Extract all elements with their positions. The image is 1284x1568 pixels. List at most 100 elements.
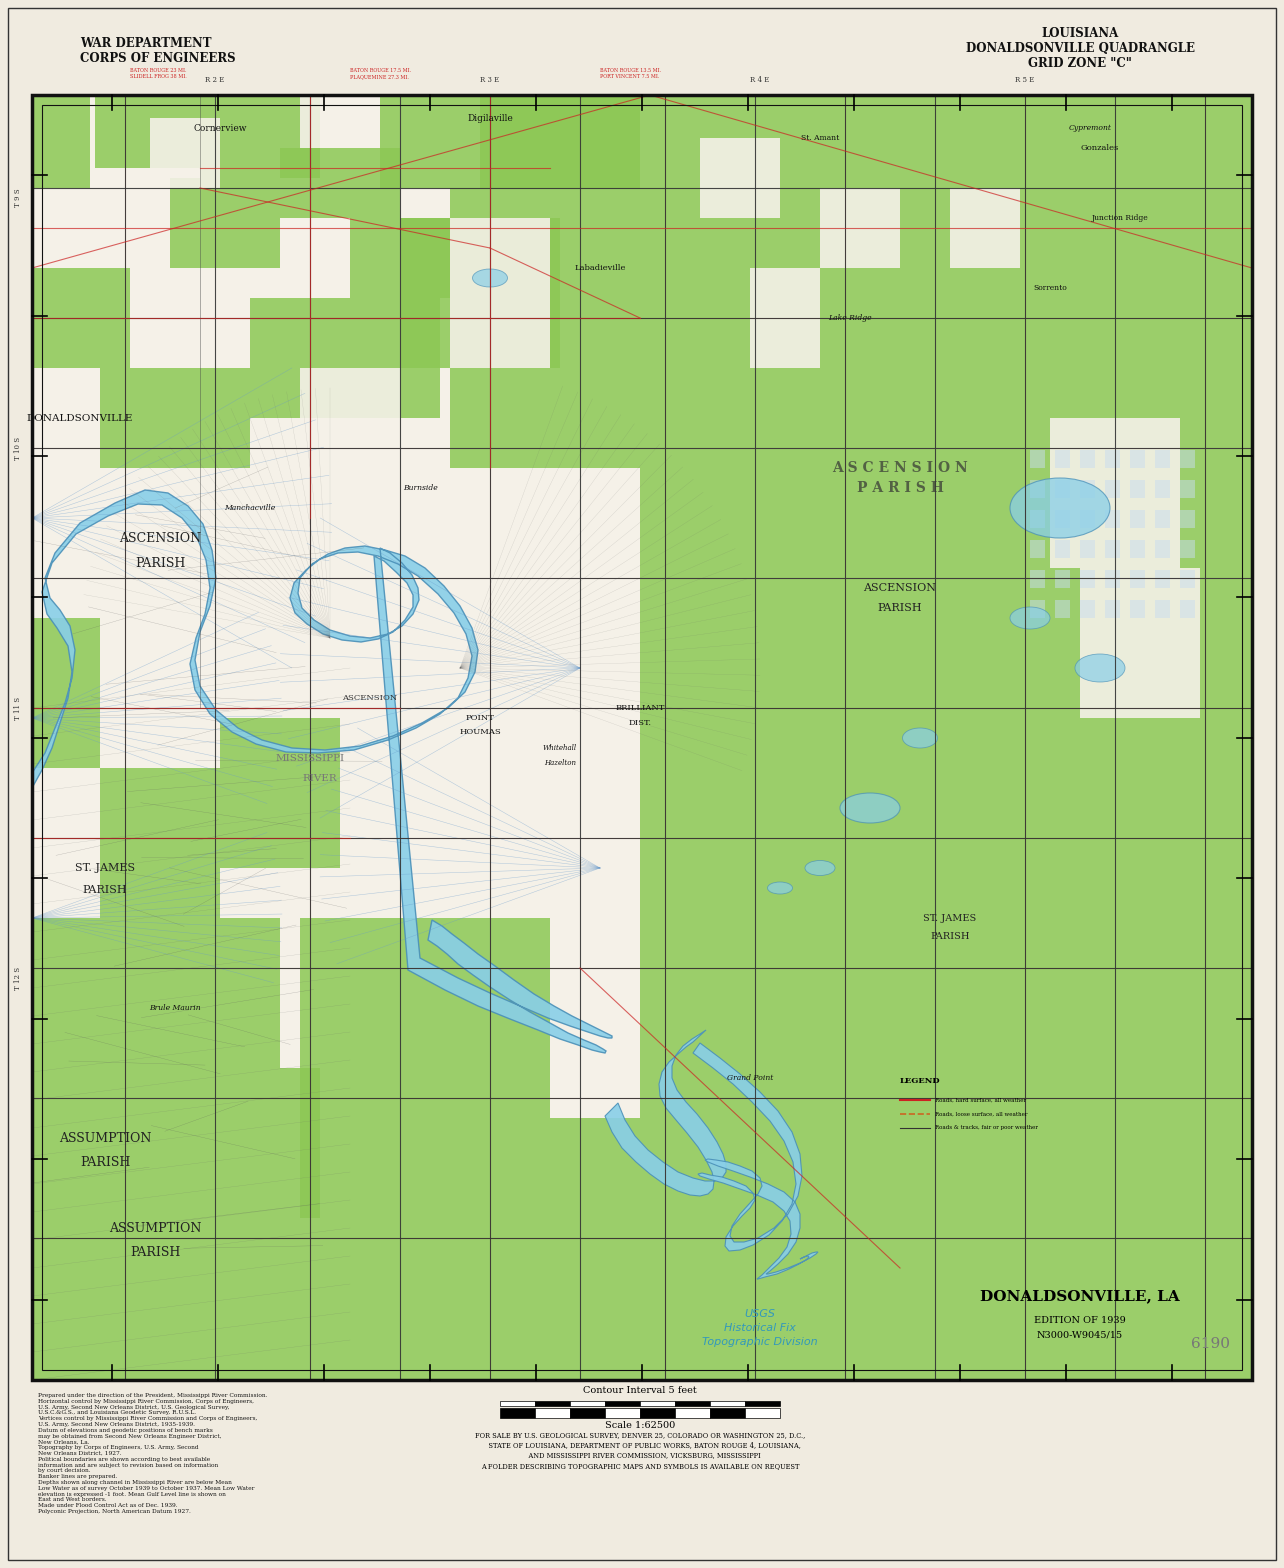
Bar bbox=[1030, 510, 1045, 528]
Bar bbox=[710, 1400, 745, 1406]
Polygon shape bbox=[820, 188, 900, 268]
Bar bbox=[745, 1400, 779, 1406]
Bar bbox=[1080, 601, 1095, 618]
Ellipse shape bbox=[768, 883, 792, 894]
Text: POINT: POINT bbox=[466, 713, 494, 721]
Ellipse shape bbox=[473, 270, 507, 287]
Text: ASSUMPTION: ASSUMPTION bbox=[59, 1132, 152, 1145]
Text: St. Amant: St. Amant bbox=[801, 133, 840, 143]
Text: Digilaville: Digilaville bbox=[467, 113, 512, 122]
Bar bbox=[1156, 480, 1170, 499]
Bar bbox=[1106, 601, 1120, 618]
Text: Grand Point: Grand Point bbox=[727, 1074, 773, 1082]
Polygon shape bbox=[32, 917, 150, 1068]
Text: Lake Ridge: Lake Ridge bbox=[828, 314, 872, 321]
Text: R 2 E: R 2 E bbox=[205, 75, 225, 85]
Text: Contour Interval 5 feet: Contour Interval 5 feet bbox=[583, 1386, 697, 1396]
Polygon shape bbox=[300, 917, 550, 1118]
Ellipse shape bbox=[903, 728, 937, 748]
Text: Gonzales: Gonzales bbox=[1081, 144, 1120, 152]
Bar bbox=[1080, 539, 1095, 558]
Text: PARISH: PARISH bbox=[930, 931, 969, 941]
Polygon shape bbox=[351, 218, 499, 298]
Text: DONALDSONVILLE QUADRANGLE: DONALDSONVILLE QUADRANGLE bbox=[966, 41, 1194, 55]
Polygon shape bbox=[480, 96, 600, 188]
Polygon shape bbox=[220, 718, 340, 869]
Text: LOUISIANA: LOUISIANA bbox=[1041, 27, 1118, 39]
Bar bbox=[535, 1408, 570, 1417]
Text: Burnside: Burnside bbox=[403, 485, 438, 492]
Bar bbox=[639, 1400, 675, 1406]
Bar bbox=[1130, 510, 1145, 528]
Text: ASSUMPTION: ASSUMPTION bbox=[109, 1221, 202, 1234]
Text: Manchacville: Manchacville bbox=[225, 503, 276, 513]
Bar bbox=[1156, 571, 1170, 588]
Ellipse shape bbox=[840, 793, 900, 823]
Polygon shape bbox=[32, 96, 90, 188]
Text: Roads, loose surface, all weather: Roads, loose surface, all weather bbox=[935, 1112, 1027, 1116]
Text: FOR SALE BY U.S. GEOLOGICAL SURVEY, DENVER 25, COLORADO OR WASHINGTON 25, D.C.,
: FOR SALE BY U.S. GEOLOGICAL SURVEY, DENV… bbox=[475, 1430, 805, 1471]
Bar bbox=[570, 1408, 605, 1417]
Bar bbox=[1106, 450, 1120, 467]
Bar bbox=[1030, 601, 1045, 618]
Bar bbox=[1180, 450, 1195, 467]
Polygon shape bbox=[700, 138, 779, 218]
Polygon shape bbox=[100, 768, 220, 917]
Polygon shape bbox=[300, 368, 401, 467]
Text: Scale 1:62500: Scale 1:62500 bbox=[605, 1421, 675, 1430]
Text: DONALDSONVILLE: DONALDSONVILLE bbox=[27, 414, 134, 422]
Text: Prepared under the direction of the President, Mississippi River Commission.
Hor: Prepared under the direction of the Pres… bbox=[39, 1392, 267, 1515]
Text: Cypremont: Cypremont bbox=[1068, 124, 1112, 132]
Text: HOUMAS: HOUMAS bbox=[460, 728, 501, 735]
Text: 6190: 6190 bbox=[1190, 1338, 1230, 1352]
Polygon shape bbox=[32, 618, 100, 768]
Bar bbox=[1130, 601, 1145, 618]
Text: N3000-W9045/15: N3000-W9045/15 bbox=[1037, 1331, 1124, 1341]
Text: DONALDSONVILLE, LA: DONALDSONVILLE, LA bbox=[980, 1289, 1180, 1303]
Bar bbox=[1130, 450, 1145, 467]
Text: BATON ROUGE 17.5 MI.
PLAQUEMINE 27.3 MI.: BATON ROUGE 17.5 MI. PLAQUEMINE 27.3 MI. bbox=[351, 67, 411, 78]
Bar bbox=[1030, 450, 1045, 467]
Polygon shape bbox=[32, 491, 612, 1054]
Polygon shape bbox=[100, 368, 250, 467]
Bar bbox=[1055, 480, 1070, 499]
Polygon shape bbox=[95, 96, 200, 168]
Polygon shape bbox=[750, 268, 820, 368]
Text: Labadieville: Labadieville bbox=[574, 263, 625, 271]
Polygon shape bbox=[280, 147, 401, 218]
Text: Hazelton: Hazelton bbox=[544, 759, 577, 767]
Ellipse shape bbox=[805, 861, 835, 875]
Bar bbox=[1080, 450, 1095, 467]
Text: Junction Ridge: Junction Ridge bbox=[1091, 213, 1148, 223]
Text: Cornerview: Cornerview bbox=[194, 124, 247, 133]
Bar bbox=[1055, 571, 1070, 588]
Text: T 11 S: T 11 S bbox=[14, 696, 22, 720]
Text: Roads & tracks, fair or poor weather: Roads & tracks, fair or poor weather bbox=[935, 1126, 1037, 1131]
Polygon shape bbox=[32, 268, 130, 368]
Text: MISSISSIPPI: MISSISSIPPI bbox=[276, 754, 344, 762]
Polygon shape bbox=[1080, 568, 1201, 718]
Bar bbox=[1080, 480, 1095, 499]
Polygon shape bbox=[449, 96, 639, 467]
Bar bbox=[1106, 510, 1120, 528]
Bar bbox=[675, 1408, 710, 1417]
Bar bbox=[1055, 601, 1070, 618]
Text: T 9 S: T 9 S bbox=[14, 188, 22, 207]
Polygon shape bbox=[449, 218, 550, 368]
Text: WAR DEPARTMENT: WAR DEPARTMENT bbox=[80, 36, 212, 50]
Bar bbox=[1130, 571, 1145, 588]
Text: ASCENSION: ASCENSION bbox=[119, 532, 202, 544]
Polygon shape bbox=[639, 668, 1252, 1380]
Bar bbox=[639, 1408, 675, 1417]
Polygon shape bbox=[200, 467, 320, 568]
Text: ST. JAMES: ST. JAMES bbox=[923, 914, 977, 922]
Text: RIVER: RIVER bbox=[303, 773, 338, 782]
Bar bbox=[675, 1400, 710, 1406]
Bar bbox=[1156, 510, 1170, 528]
Text: A S C E N S I O N: A S C E N S I O N bbox=[832, 461, 968, 475]
Polygon shape bbox=[300, 96, 380, 147]
Polygon shape bbox=[150, 917, 280, 1068]
Bar bbox=[1030, 480, 1045, 499]
Bar bbox=[1080, 571, 1095, 588]
Bar bbox=[745, 1408, 779, 1417]
